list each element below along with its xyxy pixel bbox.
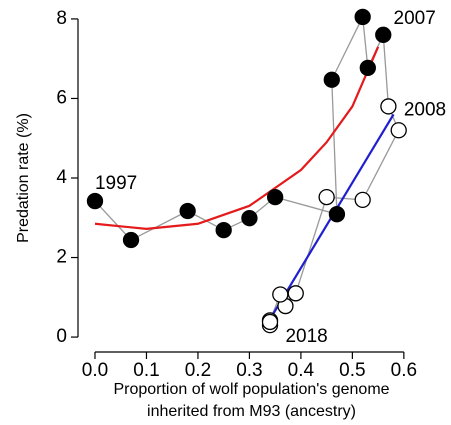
x-axis-label: Proportion of wolf population's genome [113, 381, 389, 398]
annotation: 2018 [285, 326, 327, 347]
x-tick-label: 0.5 [339, 360, 365, 381]
point [179, 202, 196, 220]
point [261, 313, 279, 331]
point [318, 188, 335, 206]
connector [274, 196, 338, 215]
connector [130, 210, 188, 241]
x-tick-label: 0.6 [391, 360, 417, 381]
x-tick-label: 0.3 [236, 360, 262, 381]
fit-line [94, 46, 380, 231]
connector [362, 16, 369, 68]
point [354, 8, 371, 26]
x-tick-label: 0.2 [185, 360, 211, 381]
x-axis-label: inherited from M93 (ancestry) [147, 403, 356, 420]
connector [331, 79, 338, 215]
point [122, 231, 140, 249]
point [380, 98, 397, 115]
y-axis-label: Predation rate (%) [15, 113, 32, 243]
y-tick-label: 0 [56, 326, 67, 347]
connector [295, 196, 328, 294]
point [86, 192, 104, 210]
point [328, 206, 346, 223]
point [359, 59, 376, 76]
point [287, 285, 304, 302]
point [375, 26, 392, 43]
connector [331, 16, 364, 81]
connector [94, 200, 132, 241]
y-tick-label: 2 [56, 247, 67, 268]
x-tick-label: 0.1 [133, 360, 159, 381]
annotation: 2008 [404, 99, 446, 120]
point [267, 188, 284, 206]
y-tick-label: 6 [56, 87, 67, 108]
point [323, 71, 340, 88]
point [354, 191, 371, 209]
point [272, 286, 289, 303]
point [390, 122, 407, 139]
connector [382, 34, 390, 107]
x-tick-label: 0.4 [288, 360, 315, 381]
point [215, 221, 232, 239]
x-tick-label: 0.0 [82, 360, 108, 381]
annotation: 2007 [394, 8, 436, 29]
connector [362, 129, 400, 201]
y-tick-label: 8 [56, 8, 67, 29]
point [241, 210, 258, 227]
y-tick-label: 4 [56, 167, 67, 188]
annotation: 1997 [95, 173, 137, 194]
